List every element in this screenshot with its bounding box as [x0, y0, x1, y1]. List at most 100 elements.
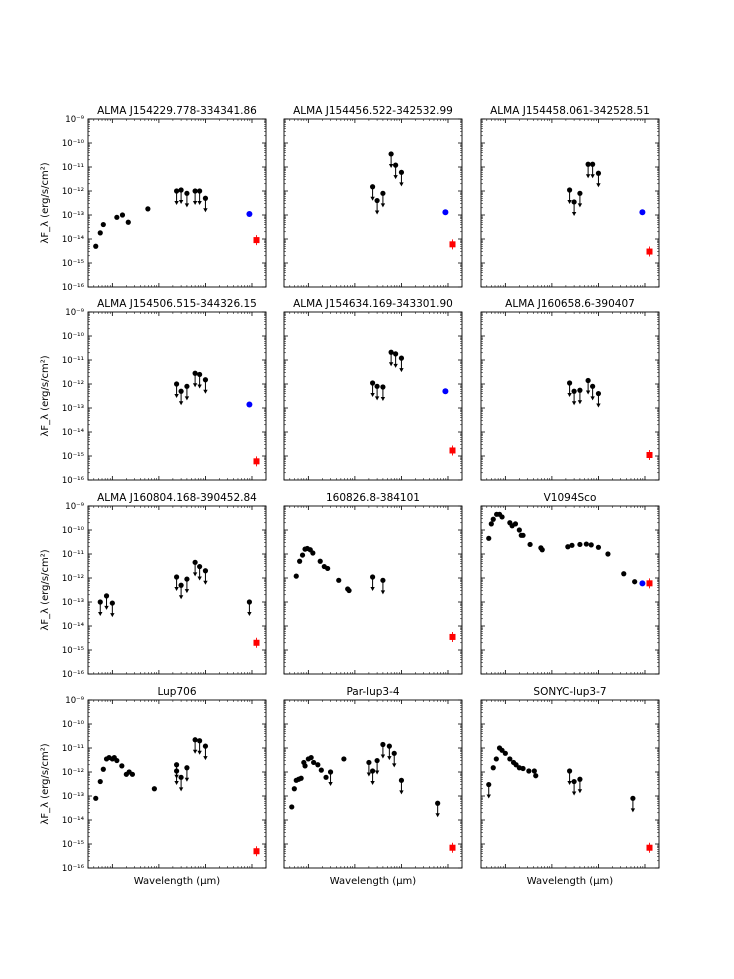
upper-limit-marker — [590, 161, 596, 167]
upper-limit-point — [97, 599, 103, 616]
upper-limit-marker — [630, 795, 636, 801]
upper-limit-point — [173, 768, 180, 786]
upper-limit-point — [178, 774, 184, 792]
upper-limit-point — [192, 370, 198, 388]
y-tick-label: 10⁻¹⁶ — [62, 476, 85, 486]
upper-limit-point — [197, 371, 203, 389]
y-tick-label: 10⁻¹⁶ — [62, 283, 85, 293]
y-tick-label: 10⁻¹⁴ — [62, 816, 85, 826]
upper-limit-point — [585, 161, 591, 179]
data-point — [93, 243, 99, 249]
x-axis-label: Wavelength (μm) — [527, 876, 614, 887]
data-point — [621, 571, 627, 577]
upper-limit-marker — [566, 768, 573, 774]
upper-limit-arrow-head — [174, 201, 179, 205]
upper-limit-marker — [577, 776, 583, 782]
upper-limit-arrow-head — [184, 396, 190, 401]
upper-limit-point — [595, 170, 602, 188]
data-point — [346, 587, 352, 594]
upper-limit-point — [388, 151, 394, 168]
x-axis-label: Wavelength (μm) — [330, 876, 417, 887]
upper-limit-point — [486, 781, 492, 799]
upper-limit-arrow-head — [577, 400, 583, 405]
y-axis-label: λF_λ (erg/s/cm²) — [40, 743, 51, 824]
upper-limit-marker — [366, 759, 372, 766]
upper-limit-marker — [184, 576, 190, 582]
upper-limit-point — [369, 380, 376, 398]
data-point — [595, 544, 602, 550]
y-tick-label: 10⁻¹² — [62, 574, 84, 584]
upper-limit-point — [577, 190, 583, 208]
y-axis-label: λF_λ (erg/s/cm²) — [40, 549, 51, 630]
upper-limit-point — [566, 768, 573, 786]
upper-limit-arrow-head — [184, 589, 190, 594]
data-point — [527, 541, 533, 548]
y-tick-label: 10⁻¹⁴ — [62, 428, 85, 438]
upper-limit-point — [192, 188, 198, 205]
upper-limit-arrow-head — [399, 790, 404, 795]
upper-limit-marker — [388, 151, 394, 157]
upper-limit-marker — [566, 187, 573, 193]
data-point — [539, 547, 545, 553]
data-point — [315, 762, 321, 768]
y-tick-label: 10⁻¹⁴ — [62, 235, 85, 245]
y-tick-label: 10⁻¹³ — [62, 598, 84, 608]
upper-limit-arrow-head — [197, 201, 202, 205]
upper-limit-marker — [590, 383, 596, 389]
upper-limit-marker — [173, 381, 180, 387]
data-point — [605, 551, 611, 557]
data-point — [289, 804, 295, 810]
panel-title: V1094Sco — [544, 492, 597, 504]
upper-limit-arrow-head — [178, 787, 184, 792]
panel-title: ALMA J154229.778-334341.86 — [97, 105, 257, 117]
upper-limit-arrow-head — [370, 781, 375, 786]
data-point — [533, 773, 539, 779]
upper-limit-arrow-head — [370, 196, 375, 201]
upper-limit-arrow-head — [435, 813, 440, 818]
plot-frame — [480, 311, 660, 481]
upper-limit-arrow-head — [178, 200, 184, 205]
data-point — [302, 763, 308, 769]
upper-limit-point — [374, 757, 380, 775]
sed-panel-4: ALMA J154506.515-344326.15 10⁻⁹ 10⁻¹⁰ 10⁻¹¹… — [40, 298, 267, 486]
y-tick-label: 10⁻⁹ — [65, 308, 84, 318]
upper-limit-arrow-head — [328, 782, 333, 786]
upper-limit-point — [388, 349, 394, 367]
panel-title: Par-lup3-4 — [346, 686, 399, 698]
upper-limit-marker — [184, 190, 190, 196]
upper-limit-arrow-head — [399, 182, 404, 187]
blue-point — [639, 209, 646, 216]
upper-limit-arrow-head — [392, 763, 397, 768]
upper-limit-arrow-head — [98, 612, 103, 616]
upper-limit-point — [577, 776, 583, 794]
data-point — [341, 756, 347, 762]
upper-limit-marker — [173, 762, 180, 768]
upper-limit-point — [202, 568, 209, 585]
data-point — [318, 767, 324, 773]
blue-point — [442, 209, 449, 216]
upper-limit-marker — [398, 169, 405, 175]
upper-limit-point — [184, 190, 190, 208]
red-square-point — [449, 447, 456, 454]
upper-limit-arrow-head — [571, 211, 577, 216]
y-tick-label: 10⁻¹⁵ — [62, 452, 84, 462]
upper-limit-arrow-head — [203, 580, 208, 585]
upper-limit-point — [109, 600, 115, 618]
sed-panel-10: Lup706 10⁻⁹ 10⁻¹⁰ 10⁻¹¹ 10⁻¹² 10⁻¹³ 10⁻¹⁴ 10⁻¹⁵… — [40, 686, 267, 887]
red-square-point — [253, 848, 260, 855]
y-tick-label: 10⁻¹¹ — [62, 163, 84, 173]
data-point — [125, 219, 131, 225]
upper-limit-point — [435, 800, 441, 818]
upper-limit-point — [184, 765, 190, 782]
upper-limit-arrow-head — [596, 183, 601, 188]
data-point — [565, 544, 571, 550]
plot-frame — [283, 505, 463, 675]
upper-limit-point — [103, 593, 110, 610]
upper-limit-arrow-head — [380, 754, 386, 759]
upper-limit-point — [585, 377, 591, 395]
upper-limit-point — [184, 383, 190, 401]
upper-limit-point — [566, 187, 573, 205]
upper-limit-point — [369, 574, 376, 592]
data-point — [323, 774, 329, 780]
data-point — [145, 206, 151, 212]
